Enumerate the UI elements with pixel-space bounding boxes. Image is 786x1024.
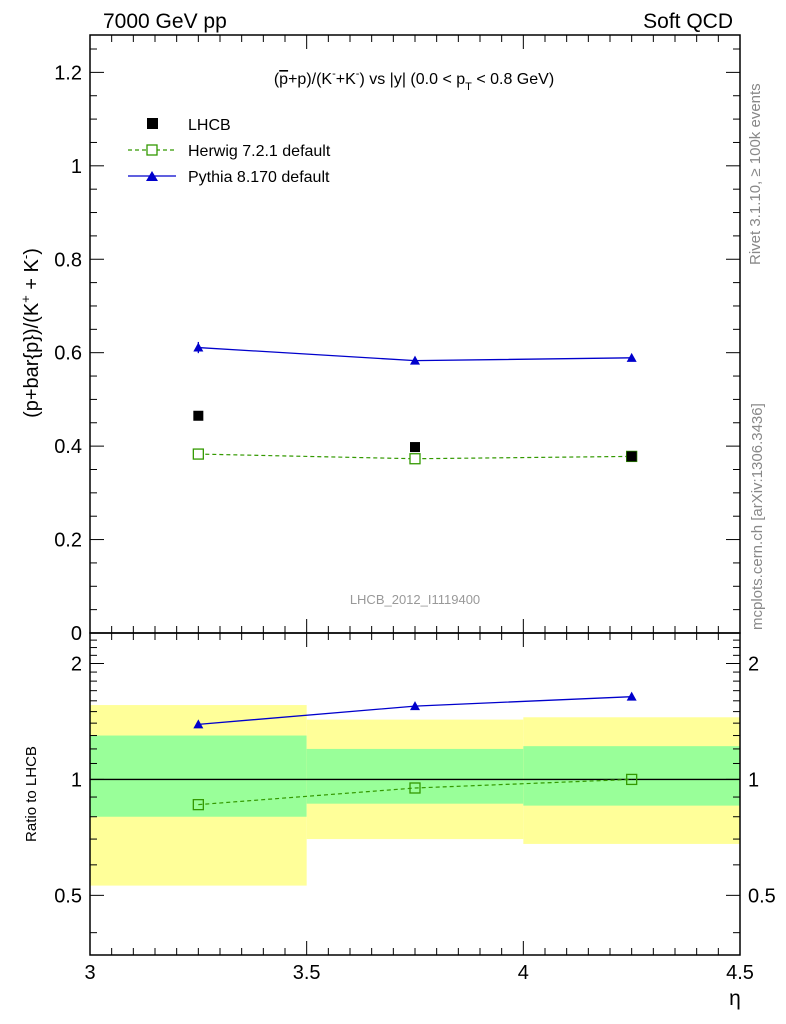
title-part-g: ) vs |y| (0.0 < p <box>359 71 465 88</box>
main-y-label: (p+bar{p})/(K+ + K-) <box>18 248 43 418</box>
ratio-pythia-point <box>193 719 204 729</box>
rivet-label: Rivet 3.1.10, ≥ 100k events <box>747 83 764 265</box>
main-y-tick-label: 0.8 <box>54 249 82 271</box>
ratio-band-inner <box>90 735 307 817</box>
ylabel-part-a: (p+bar{p})/(K <box>21 302 43 418</box>
legend-pythia-marker <box>146 171 158 181</box>
herwig-line <box>198 453 632 460</box>
main-y-tick-label: 0.4 <box>54 436 82 458</box>
lhcb-point <box>410 442 420 453</box>
energy-label: 7000 GeV pp <box>103 10 227 33</box>
ratio-herwig-point <box>626 773 638 786</box>
x-tick-label: 3 <box>84 962 95 984</box>
title-part-c: +p)/(K <box>288 71 332 88</box>
ratio-y-label: Ratio to LHCB <box>23 746 40 842</box>
pythia-point <box>193 342 204 352</box>
main-y-tick-label: 0.2 <box>54 530 82 552</box>
legend-lhcb-label: LHCB <box>188 117 231 134</box>
ratio-y-tick-label-right: 2 <box>748 653 759 675</box>
ratio-bands <box>90 705 740 886</box>
main-series <box>192 341 638 465</box>
ratio-series <box>90 691 740 811</box>
main-panel: 00.20.40.60.811.2 (p+p)/(K-+K-) vs |y| (… <box>18 34 741 645</box>
main-x-ticks <box>89 35 741 633</box>
legend-herwig-marker <box>146 144 158 156</box>
x-tick-label: 4.5 <box>726 962 754 984</box>
ratio-y-tick-label-left: 1 <box>71 769 82 791</box>
pythia-point <box>410 355 420 365</box>
title-part-d: - <box>332 68 336 80</box>
legend: LHCB Herwig 7.2.1 default Pythia 8.170 d… <box>128 117 331 186</box>
main-y-tick-label: 0 <box>71 623 82 645</box>
legend-pythia-label: Pythia 8.170 default <box>188 169 330 186</box>
ratio-y-tick-label-left: 2 <box>71 653 82 675</box>
ratio-y-ticks: 0.5 0.5 1 1 2 2 <box>54 639 776 934</box>
main-y-tick-label: 0.6 <box>54 343 82 365</box>
herwig-point <box>192 448 204 460</box>
ylabel-part-b: + <box>18 295 33 303</box>
title-part-b: p <box>279 71 288 88</box>
title-part-h: T <box>465 81 472 93</box>
ratio-y-tick-label-left: 0.5 <box>54 885 82 907</box>
herwig-point <box>409 453 421 465</box>
ylabel-part-c: + K <box>21 258 43 295</box>
ratio-herwig-point <box>192 798 204 811</box>
title-part-e: +K <box>336 71 356 88</box>
ratio-pythia-point <box>410 701 420 711</box>
ylabel-part-e: ) <box>21 248 43 255</box>
legend-herwig-label: Herwig 7.2.1 default <box>188 143 331 160</box>
x-tick-label: 4 <box>518 962 529 984</box>
ratio-y-tick-label-right: 1 <box>748 769 759 791</box>
ylabel-part-d: - <box>18 255 33 259</box>
ratio-panel: 0.5 0.5 1 1 2 2 3 3.5 4 4.5 Ratio to LHCB η <box>23 632 776 1010</box>
pythia-point <box>626 352 637 362</box>
title-part-i: < 0.8 GeV) <box>472 71 554 88</box>
ratio-band-inner <box>523 746 740 806</box>
lhcb-point <box>193 410 204 421</box>
x-tick-label: 3.5 <box>293 962 321 984</box>
main-y-ticks: 0 0.2 0.4 0.6 0.8 1 1.2 <box>54 48 740 645</box>
ratio-herwig-point <box>409 782 421 794</box>
mcplots-label: mcplots.cern.ch [arXiv:1306.3436] <box>749 403 766 630</box>
main-y-tick-label: 1.2 <box>54 62 82 84</box>
ratio-x-ticks: 3 3.5 4 4.5 <box>84 633 754 984</box>
category-label: Soft QCD <box>643 10 733 33</box>
lhcb-point <box>626 451 637 462</box>
ratio-herwig-line <box>198 778 632 806</box>
x-axis-label: η <box>729 987 741 1010</box>
ratio-pythia-point <box>626 691 637 701</box>
plot-title: (p+p)/(K-+K-) vs |y| (0.0 < pT < 0.8 GeV… <box>274 68 554 93</box>
title-part-f: - <box>356 68 360 80</box>
title-part-a: ( <box>274 71 280 88</box>
analysis-watermark: LHCB_2012_I1119400 <box>350 592 480 607</box>
ratio-y-tick-label-right: 0.5 <box>748 885 776 907</box>
main-y-tick-label: 1 <box>71 156 82 178</box>
ratio-band-inner <box>306 748 524 804</box>
legend-lhcb-marker <box>147 118 158 129</box>
